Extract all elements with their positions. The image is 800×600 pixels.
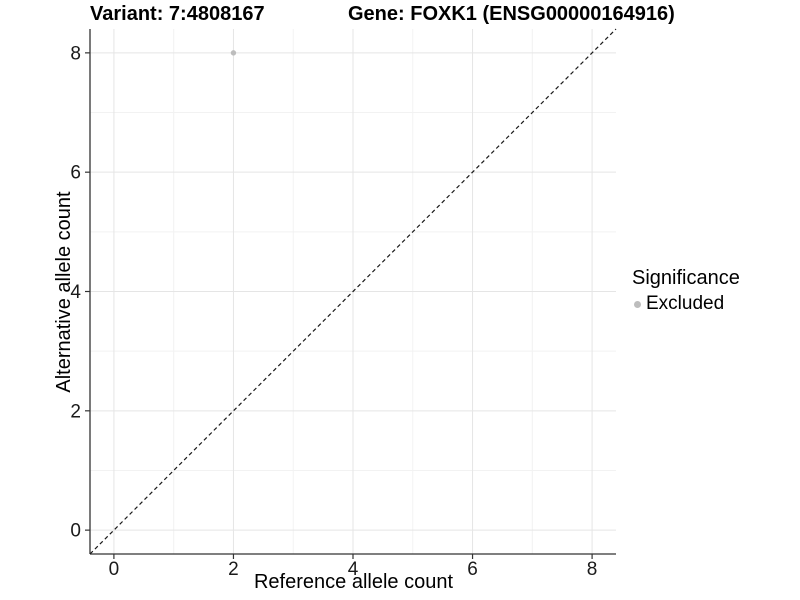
y-tick-label: 0	[70, 521, 81, 542]
y-tick-label: 2	[70, 401, 81, 422]
legend-item-label: Excluded	[646, 293, 725, 314]
legend: Significance Excluded	[632, 267, 740, 315]
variant-title: Variant: 7:4808167	[90, 3, 265, 25]
x-axis-title: Reference allele count	[253, 571, 453, 593]
legend-item-excluded: Excluded	[632, 293, 740, 315]
x-tick-label: 2	[228, 559, 239, 580]
data-point	[230, 50, 237, 56]
legend-title: Significance	[632, 267, 740, 289]
identity-dashed-line	[89, 28, 617, 555]
y-tick-label: 6	[70, 163, 81, 184]
x-tick-label: 0	[109, 559, 120, 580]
x-tick-label: 4	[348, 559, 359, 580]
y-tick-label: 4	[70, 282, 81, 303]
y-tick-label: 8	[70, 43, 81, 64]
gene-title: Gene: FOXK1 (ENSG00000164916)	[348, 3, 675, 25]
x-tick-label: 8	[587, 559, 598, 580]
excluded-point-icon	[634, 300, 641, 308]
x-tick-label: 6	[467, 559, 478, 580]
y-axis-title: Alternative allele count	[53, 191, 75, 393]
